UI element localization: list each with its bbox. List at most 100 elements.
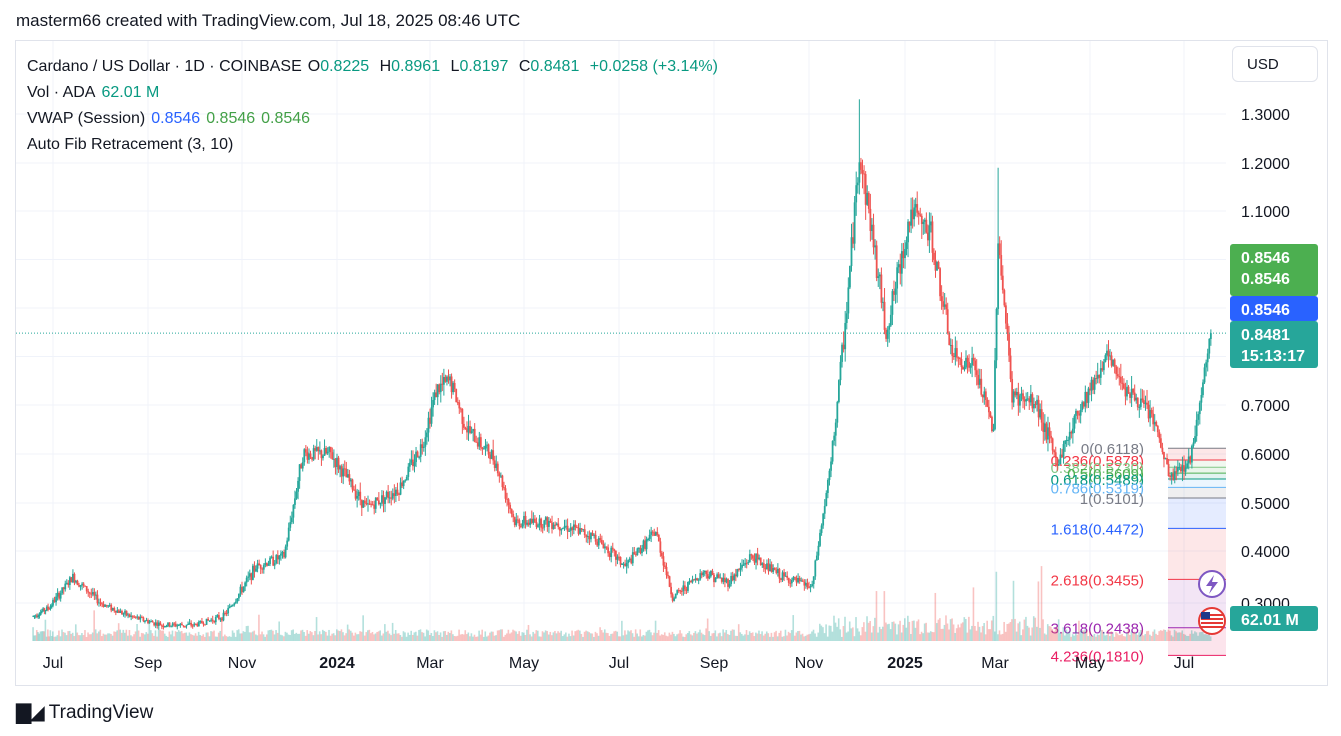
legend-volume-row[interactable]: Vol · ADA 62.01 M: [27, 80, 724, 106]
volume-bar: [526, 629, 528, 641]
candle-body: [1200, 395, 1203, 403]
candle-body: [95, 594, 97, 596]
candle-body: [398, 493, 400, 495]
candle-body: [998, 243, 1001, 256]
candle-body: [1102, 361, 1105, 371]
volume-bar: [151, 633, 154, 641]
candle-body: [281, 551, 284, 554]
volume-bar: [124, 632, 126, 641]
volume-bar: [62, 632, 65, 641]
candle-body: [459, 408, 462, 410]
candle-body: [787, 577, 790, 583]
volume-bar: [281, 635, 284, 641]
legend-fib-row[interactable]: Auto Fib Retracement (3, 10): [27, 132, 724, 158]
volume-bar: [1062, 627, 1065, 641]
volume-bar: [256, 635, 259, 641]
volume-bar: [461, 634, 463, 641]
volume-bar: [619, 636, 622, 641]
volume-bar: [1076, 634, 1079, 641]
volume-bar: [778, 632, 781, 641]
candle-body: [618, 556, 620, 558]
tradingview-logo[interactable]: ▇◢ TradingView: [16, 700, 153, 725]
candle-body: [381, 495, 383, 503]
volume-bar: [107, 633, 109, 641]
candle-body: [273, 563, 276, 566]
volume-bar: [1150, 635, 1153, 641]
volume-bar: [986, 620, 988, 641]
candle-body: [565, 525, 567, 527]
volume-bar: [856, 628, 859, 641]
volume-bar: [484, 631, 487, 641]
volume-bar: [820, 625, 823, 641]
volume-bar: [616, 631, 619, 641]
volume-bar: [211, 631, 214, 641]
volume-bar: [362, 615, 364, 641]
candle-body: [702, 572, 705, 576]
volume-bar: [1059, 632, 1062, 641]
legend-symbol[interactable]: Cardano / US Dollar · 1D · COINBASE: [27, 58, 302, 75]
candle-body: [994, 360, 996, 430]
candle-body: [371, 504, 374, 506]
candle-body: [499, 475, 502, 477]
candle-body: [1026, 398, 1029, 400]
candle-body: [1067, 439, 1070, 441]
candle-body: [833, 435, 836, 441]
volume-bar: [571, 630, 573, 641]
candle-body: [683, 585, 686, 590]
volume-bar: [1187, 635, 1190, 641]
candle-body: [783, 572, 785, 577]
volume-bar: [764, 633, 766, 641]
candle-body: [82, 583, 85, 586]
candle-body: [1062, 444, 1065, 458]
volume-bar: [1161, 630, 1164, 641]
candle-body: [1081, 402, 1084, 411]
candle-body: [93, 592, 96, 596]
candle-body: [677, 590, 680, 592]
volume-bar: [767, 633, 770, 641]
candle-body: [147, 620, 149, 624]
volume-bar: [917, 619, 920, 641]
candle-body: [345, 468, 348, 478]
candle-body: [98, 602, 100, 604]
candle-body: [72, 573, 74, 583]
candle-body: [256, 563, 259, 569]
legend-low-label: L: [450, 58, 460, 75]
candle-body: [933, 252, 935, 260]
candle-body: [353, 489, 355, 491]
candle-body: [720, 577, 723, 582]
volume-bar: [314, 631, 316, 641]
candle-body: [259, 565, 262, 569]
volume-bar: [914, 627, 917, 641]
volume-bar: [926, 632, 929, 641]
candle-body: [133, 616, 136, 618]
candle-body: [1015, 391, 1018, 396]
candle-body: [610, 547, 613, 558]
candle-body: [470, 431, 473, 433]
candle-body: [1170, 473, 1173, 477]
candle-body: [234, 601, 237, 604]
volume-bar: [1183, 633, 1185, 641]
volume-bar: [680, 633, 683, 641]
candle-body: [422, 446, 425, 448]
volume-bar: [499, 629, 502, 641]
volume-bar: [648, 629, 651, 641]
legend-vwap-row[interactable]: VWAP (Session) 0.8546 0.8546 0.8546: [27, 106, 724, 132]
volume-bar: [196, 635, 198, 641]
volume-bar: [367, 630, 369, 641]
candle-body: [424, 437, 427, 447]
volume-bar: [994, 631, 996, 641]
volume-bar: [756, 633, 759, 641]
candle-body: [295, 491, 298, 499]
candle-body: [207, 618, 209, 621]
candle-body: [596, 541, 599, 546]
volume-bar: [99, 629, 102, 641]
currency-button[interactable]: USD: [1232, 46, 1318, 82]
candle-body: [682, 585, 685, 592]
candle-body: [42, 608, 45, 612]
volume-bar: [370, 633, 372, 641]
volume-bar: [1071, 634, 1074, 641]
candle-body: [357, 491, 360, 497]
candle-body: [524, 515, 527, 525]
volume-bar: [496, 630, 499, 641]
